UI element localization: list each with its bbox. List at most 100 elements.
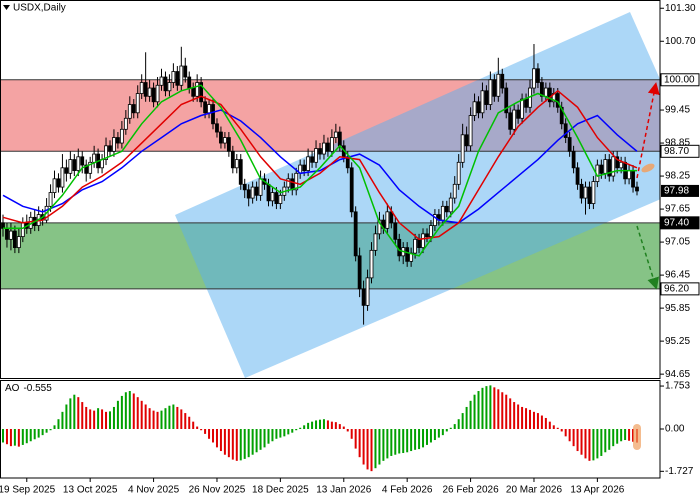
ao-bar: [208, 429, 211, 439]
ao-name: AO: [5, 383, 20, 394]
ao-bar: [445, 429, 448, 432]
ao-bar: [188, 416, 191, 429]
candle-body: [163, 76, 168, 92]
ao-bar: [552, 425, 555, 429]
candle-body: [246, 189, 251, 199]
ao-bar: [180, 409, 183, 429]
menu-icon: [3, 5, 10, 10]
ao-bar: [382, 429, 385, 461]
ao-bar: [465, 406, 468, 429]
ao-bar: [564, 429, 567, 437]
candle-body: [405, 247, 410, 262]
candle-body: [294, 172, 299, 191]
candle-body: [215, 123, 219, 133]
candle-body: [135, 93, 140, 114]
y-tick-label: 97.05: [665, 237, 690, 248]
ao-bar: [429, 429, 432, 443]
ao-bar: [112, 406, 115, 429]
candle-body: [444, 205, 449, 213]
candle-body: [385, 211, 390, 229]
ao-bar: [517, 404, 520, 429]
ao-bar: [9, 429, 12, 447]
ao-bar: [267, 429, 270, 444]
candle-body: [627, 170, 631, 180]
ao-bar: [101, 409, 104, 429]
ao-bar: [184, 413, 187, 429]
ao-bar: [477, 391, 480, 429]
ao-bar: [616, 429, 619, 444]
y-tick-label: 95.85: [665, 303, 690, 314]
ao-bar: [53, 425, 56, 429]
ao-bar: [425, 429, 428, 445]
ao-bar: [61, 411, 64, 429]
candle-body: [452, 183, 457, 199]
candle-body: [425, 233, 429, 237]
candle-body: [361, 288, 366, 306]
candle-body: [64, 167, 69, 174]
candle-body: [60, 167, 65, 188]
x-tick-label: 13 Oct 2025: [63, 485, 118, 496]
ao-bar: [148, 408, 151, 429]
x-tick-label: 26 Feb 2026: [442, 485, 499, 496]
ao-bar: [481, 387, 484, 429]
candle-body: [377, 219, 382, 235]
ao-bar: [572, 429, 575, 447]
ao-bar: [536, 413, 539, 429]
x-tick-label: 19 Sep 2025: [0, 485, 56, 496]
level-label-box: [660, 144, 700, 158]
ao-bar: [378, 429, 381, 465]
ao-bar: [620, 429, 623, 442]
ao-bar: [322, 419, 325, 429]
candle-body: [274, 192, 279, 204]
ao-bar: [584, 429, 587, 459]
y-tick-label: 96.45: [665, 270, 690, 281]
candle-body: [433, 214, 437, 226]
level-label: 96.20: [664, 284, 689, 295]
highlight: [633, 424, 641, 450]
ao-bar: [263, 429, 266, 448]
candle-body: [159, 76, 164, 86]
candle-body: [337, 131, 342, 147]
ao-bar: [231, 429, 234, 460]
candle-body: [464, 134, 469, 147]
x-tick-label: 26 Nov 2025: [189, 485, 246, 496]
ao-bar: [505, 394, 508, 429]
ao-bar: [449, 427, 452, 429]
candle-body: [357, 255, 362, 290]
candle-body: [429, 225, 433, 237]
candle-body: [456, 161, 461, 185]
candle-body: [417, 238, 421, 248]
ma-line: [3, 84, 637, 257]
candle-body: [226, 137, 231, 152]
ma-line: [2, 89, 638, 241]
candle-body: [306, 156, 311, 171]
ao-bar: [330, 421, 333, 429]
ao-bar: [525, 408, 528, 429]
y-tick-label: 94.65: [665, 369, 690, 380]
ao-bar: [624, 429, 627, 441]
ma-line: [2, 109, 638, 224]
ao-bar: [354, 429, 357, 449]
candle-body: [199, 82, 204, 103]
ao-bar: [588, 429, 591, 461]
candle-body: [516, 109, 521, 119]
candle-body: [500, 73, 505, 89]
ao-bar: [576, 429, 579, 452]
chart-title: USDX,Daily: [13, 3, 66, 14]
ao-bar: [311, 421, 314, 429]
ao-bar: [556, 427, 559, 429]
ao-bar: [33, 429, 36, 440]
candle-body: [508, 112, 513, 130]
moving-averages: [2, 84, 638, 257]
candle-body: [496, 73, 501, 97]
candle-body: [207, 104, 211, 114]
candle-body: [16, 236, 21, 248]
ao-bar: [13, 429, 16, 446]
ao-bar: [433, 429, 436, 441]
ao-bar: [259, 429, 262, 450]
candle-body: [607, 159, 612, 177]
candle-body: [258, 178, 263, 196]
candle-body: [365, 277, 370, 306]
candle-body: [155, 84, 160, 103]
candle-body: [104, 145, 108, 160]
